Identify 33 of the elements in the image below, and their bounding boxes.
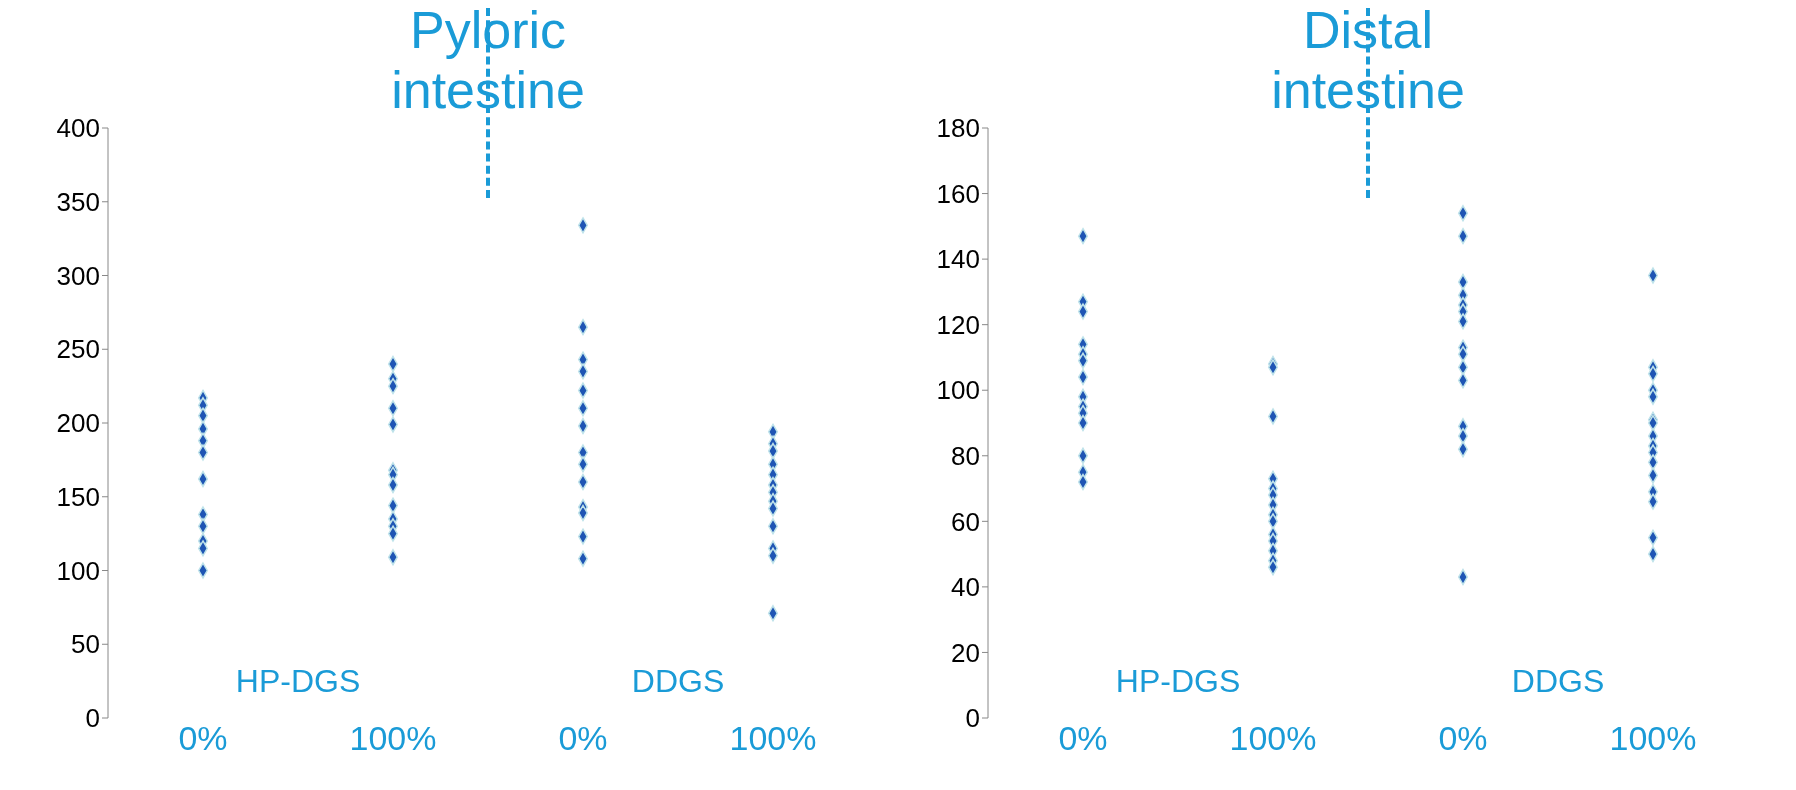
y-tick-label: 180 — [936, 113, 980, 144]
y-tick-label: 0 — [85, 703, 100, 734]
y-tick-label: 20 — [951, 637, 980, 668]
x-tick-label: 0% — [1058, 719, 1108, 758]
x-tick-label: 0% — [178, 719, 228, 758]
y-tick-label: 120 — [936, 309, 980, 340]
x-tick-label: 100% — [1609, 719, 1697, 758]
y-tick-label: 80 — [951, 441, 980, 472]
y-tick-label: 200 — [56, 408, 100, 439]
y-tick-label: 40 — [951, 572, 980, 603]
y-tick-label: 160 — [936, 178, 980, 209]
annotation: DDGS — [1510, 663, 1606, 700]
annotation: HP-DGS — [1114, 663, 1242, 700]
y-tick-label: 300 — [56, 260, 100, 291]
y-tick-label: 60 — [951, 506, 980, 537]
chart-title: Distal intestine — [1270, 0, 1466, 120]
y-tick-label: 100 — [936, 375, 980, 406]
x-tick-label: 0% — [558, 719, 608, 758]
y-tick-label: 150 — [56, 481, 100, 512]
y-tick-label: 400 — [56, 113, 100, 144]
y-tick-label: 140 — [936, 244, 980, 275]
x-tick-label: 100% — [1229, 719, 1317, 758]
y-tick-label: 250 — [56, 334, 100, 365]
annotation: HP-DGS — [234, 663, 362, 700]
y-tick-label: 0 — [965, 703, 980, 734]
x-tick-label: 0% — [1438, 719, 1488, 758]
x-tick-label: 100% — [729, 719, 817, 758]
y-tick-label: 100 — [56, 555, 100, 586]
y-tick-label: 350 — [56, 186, 100, 217]
y-tick-label: 50 — [71, 629, 100, 660]
x-tick-label: 100% — [349, 719, 437, 758]
annotation: DDGS — [630, 663, 726, 700]
chart-title: Pyloric intestine — [390, 0, 586, 120]
